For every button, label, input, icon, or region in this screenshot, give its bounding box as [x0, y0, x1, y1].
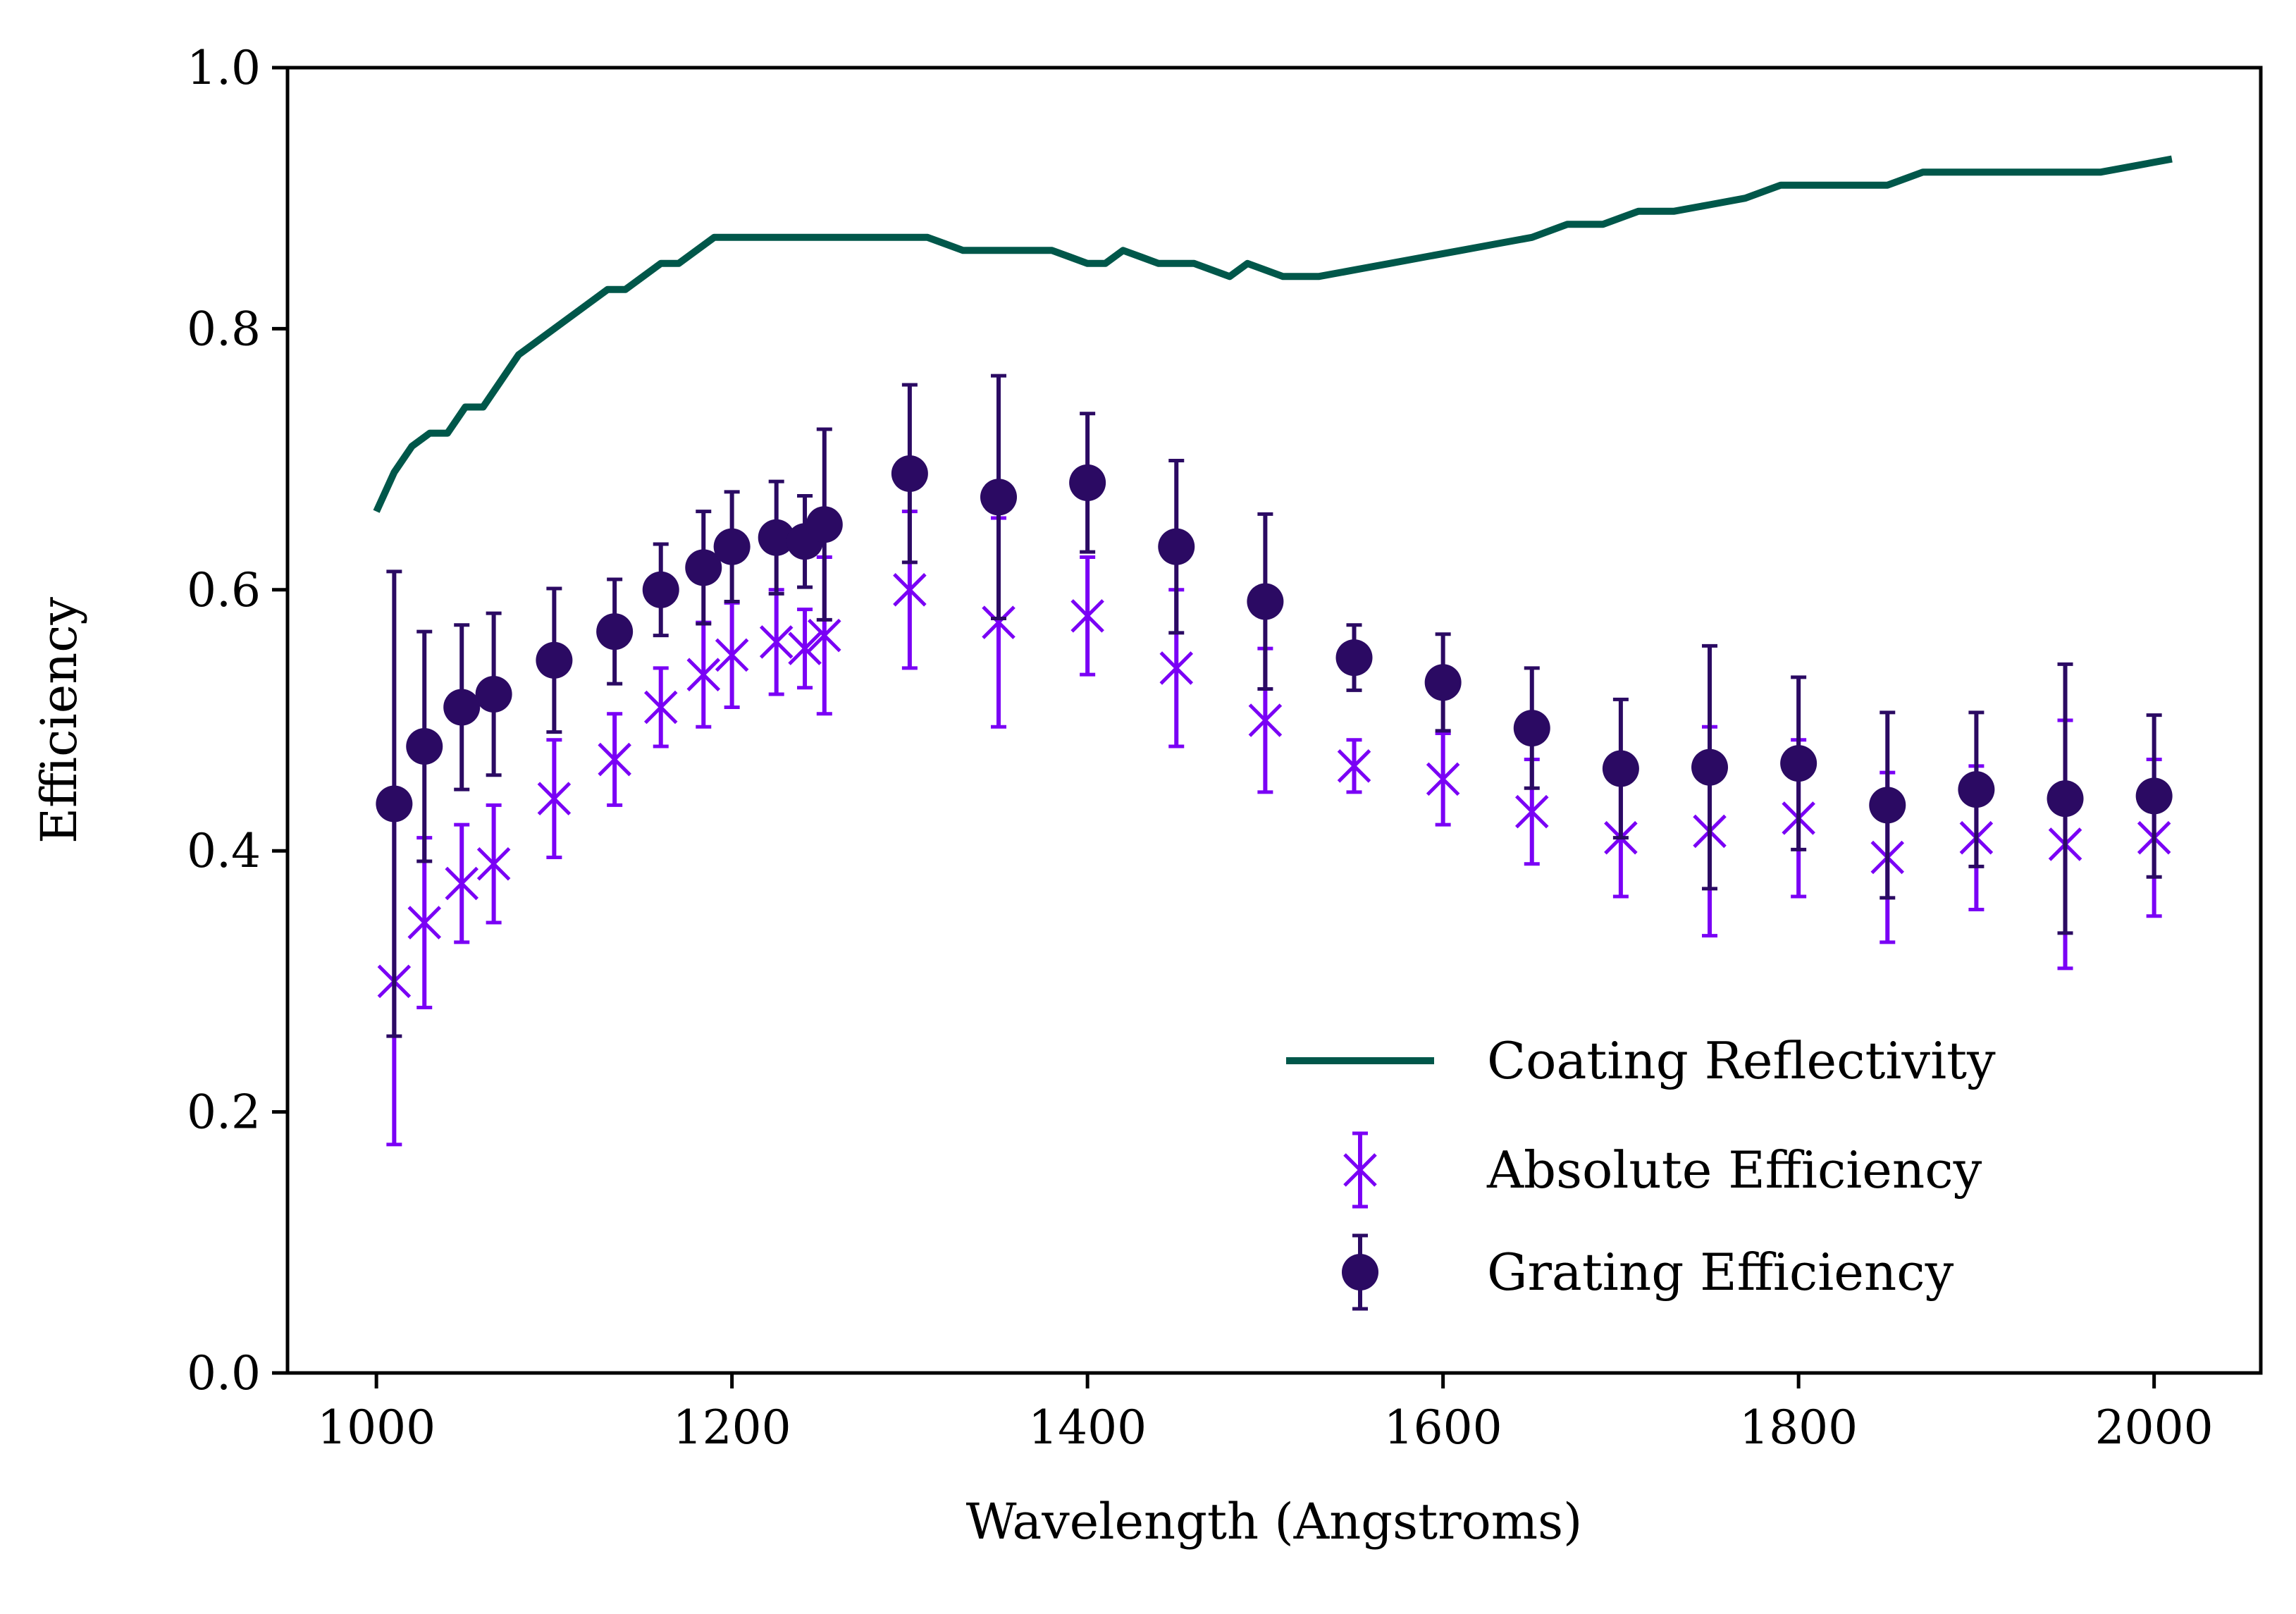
absolute-efficiency-marker-stroke — [759, 625, 794, 659]
grating-efficiency-point — [1424, 664, 1462, 701]
grating-efficiency-point — [1513, 710, 1550, 747]
absolute-efficiency-point — [715, 638, 749, 672]
absolute-efficiency-marker-stroke — [643, 690, 678, 725]
y-tick-label: 0.4 — [187, 824, 261, 878]
axes-frame — [285, 66, 2263, 1375]
grating-efficiency-point — [806, 506, 843, 543]
x-tick-label: 1200 — [673, 1400, 791, 1455]
grating-efficiency-point — [1158, 528, 1195, 565]
absolute-efficiency-point — [808, 618, 841, 653]
legend-absolute-marker — [1343, 1153, 1377, 1187]
plot-area — [373, 155, 2173, 1147]
grating-efficiency-point — [1691, 749, 1729, 786]
series-layer — [373, 155, 2173, 1147]
absolute-efficiency-marker-stroke — [407, 906, 442, 940]
x-tick-label: 1800 — [1739, 1400, 1858, 1455]
grating-efficiency-point — [596, 613, 634, 651]
y-tick-label: 1.0 — [187, 41, 261, 95]
absolute-efficiency-point — [1248, 703, 1283, 737]
grating-efficiency-point — [642, 571, 679, 608]
grating-efficiency-point — [1869, 787, 1906, 824]
grating-efficiency-point — [891, 455, 928, 492]
y-tick-label: 0.2 — [187, 1085, 261, 1140]
coating-reflectivity-line — [373, 155, 2173, 513]
grating-efficiency-point — [2047, 780, 2084, 818]
absolute-efficiency-point — [643, 690, 678, 725]
grating-efficiency-point — [1247, 583, 1284, 620]
grating-efficiency-point — [1780, 745, 1817, 782]
absolute-efficiency-marker-stroke — [686, 658, 721, 691]
grating-efficiency-point — [980, 479, 1018, 516]
grating-efficiency-point — [2135, 777, 2173, 815]
absolute-efficiency-point — [1337, 749, 1371, 783]
grating-efficiency-point — [1069, 464, 1106, 501]
absolute-efficiency-marker-stroke — [1248, 703, 1283, 737]
axes-layer: 1000 1200 1400 1600 1800 2000 0.0 0.2 0.4 0.6 0.8 1… — [187, 41, 2214, 1455]
absolute-efficiency-point — [759, 625, 794, 659]
y-tick-label: 0.0 — [187, 1346, 261, 1400]
grating-efficiency-point — [443, 689, 481, 726]
grating-efficiency-point — [475, 675, 512, 713]
absolute-efficiency-point — [1426, 762, 1460, 796]
absolute-efficiency-point — [598, 742, 631, 777]
absolute-efficiency-marker-stroke — [1337, 749, 1371, 783]
grating-efficiency-point — [1602, 750, 1639, 787]
grating-efficiency-point — [685, 549, 722, 586]
legend-swatch-absolute-efficiency — [1343, 1131, 1377, 1209]
legend-label-absolute-efficiency: Absolute Efficiency — [1486, 1140, 1982, 1200]
grating-efficiency-point — [1335, 639, 1373, 677]
absolute-efficiency-point — [537, 782, 572, 815]
x-axis-label: Wavelength (Angstroms) — [966, 1493, 1583, 1551]
absolute-efficiency-marker-stroke — [808, 618, 841, 653]
legend-grating-marker — [1342, 1254, 1378, 1290]
y-axis-label: Efficiency — [30, 597, 88, 844]
x-tick-label: 1400 — [1028, 1400, 1147, 1455]
absolute-efficiency-marker-stroke — [1070, 599, 1104, 633]
absolute-efficiency-point — [982, 605, 1016, 639]
legend: Coating Reflectivity Absolute Efficiency G… — [1286, 1031, 1996, 1311]
absolute-efficiency-point — [1070, 599, 1104, 633]
x-tick-label: 1000 — [317, 1400, 436, 1455]
absolute-efficiency-point — [407, 906, 442, 940]
absolute-efficiency-marker-stroke — [598, 742, 631, 777]
grating-efficiency-point — [406, 728, 443, 765]
absolute-efficiency-marker-stroke — [1426, 762, 1460, 796]
y-tick-label: 0.6 — [187, 563, 261, 617]
absolute-efficiency-marker-stroke — [788, 632, 822, 665]
absolute-efficiency-point — [893, 573, 927, 607]
y-tick-label: 0.8 — [187, 302, 261, 356]
absolute-efficiency-marker-stroke — [537, 782, 572, 815]
absolute-efficiency-marker-stroke — [445, 866, 479, 901]
x-tick-label: 1600 — [1384, 1400, 1502, 1455]
absolute-efficiency-point — [686, 658, 721, 691]
absolute-efficiency-marker-stroke — [982, 605, 1016, 639]
absolute-efficiency-point — [445, 866, 479, 901]
absolute-efficiency-marker-stroke — [893, 573, 927, 607]
grating-efficiency-point — [758, 519, 795, 556]
legend-swatch-grating-efficiency — [1342, 1233, 1378, 1311]
absolute-efficiency-point — [788, 632, 822, 665]
absolute-efficiency-marker-stroke — [476, 846, 511, 881]
absolute-efficiency-marker-stroke — [1159, 651, 1194, 685]
absolute-efficiency-point — [1514, 794, 1549, 829]
grating-efficiency-point — [536, 641, 573, 679]
legend-label-grating-efficiency: Grating Efficiency — [1487, 1243, 1954, 1302]
grating-efficiency-point — [713, 528, 751, 565]
absolute-efficiency-point — [476, 846, 511, 881]
absolute-efficiency-marker-stroke — [715, 638, 749, 672]
absolute-efficiency-point — [1159, 651, 1194, 685]
x-tick-label: 2000 — [2095, 1400, 2214, 1455]
absolute-efficiency-marker-stroke — [1514, 794, 1549, 829]
grating-efficiency-point — [1958, 771, 1995, 808]
legend-label-coating-reflectivity: Coating Reflectivity — [1487, 1031, 1996, 1090]
grating-efficiency-point — [376, 785, 413, 823]
